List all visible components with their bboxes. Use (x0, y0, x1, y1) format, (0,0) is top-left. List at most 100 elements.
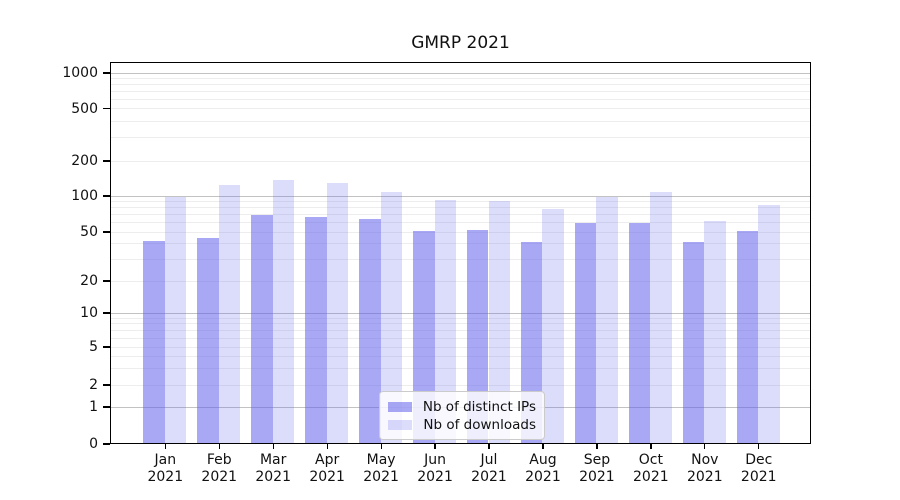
gridline-minor-2 (111, 384, 810, 386)
y-tick-label-50: 50 (80, 224, 98, 240)
x-tick-label-jun: Jun 2021 (417, 452, 453, 485)
y-tick-label-200: 200 (71, 153, 98, 169)
gridline-minor-60 (111, 222, 810, 224)
gridline-minor-30 (111, 258, 810, 260)
gridline-minor-900 (111, 77, 810, 79)
y-tick-label-100: 100 (71, 188, 98, 204)
bar-downloads-aug (542, 208, 565, 443)
gridline-minor-800 (111, 83, 810, 85)
x-tick-8 (542, 444, 544, 449)
y-tick-1 (103, 406, 110, 408)
x-tick-7 (488, 444, 490, 449)
bar-downloads-jan (164, 196, 187, 443)
gridline-minor-500 (111, 108, 810, 109)
x-tick-label-may: May 2021 (363, 452, 399, 485)
y-tick-200 (103, 160, 110, 162)
gridline-major-100 (111, 195, 810, 197)
chart-title: GMRP 2021 (411, 33, 510, 53)
gridline-minor-3 (111, 367, 810, 369)
y-tick-20 (103, 280, 110, 282)
plot-area: Nb of distinct IPs Nb of downloads (110, 62, 811, 444)
gridline-minor-400 (111, 120, 810, 122)
bar-downloads-oct (650, 191, 672, 443)
gridline-minor-70 (111, 214, 810, 216)
legend-swatch-downloads (388, 419, 412, 430)
bar-downloads-nov (704, 220, 726, 443)
bar-downloads-jun (434, 200, 457, 443)
gridline-minor-5 (111, 346, 810, 348)
y-tick-label-5: 5 (89, 339, 98, 355)
legend-swatch-distinct-ips (388, 401, 412, 412)
gridline-minor-200 (111, 160, 810, 162)
x-tick-2 (218, 444, 220, 449)
x-tick-label-sep: Sep 2021 (579, 452, 615, 485)
legend-label-distinct-ips: Nb of distinct IPs (422, 398, 536, 415)
x-tick-9 (596, 444, 598, 449)
bar-ips-may (359, 218, 381, 443)
y-tick-0 (103, 443, 110, 445)
bar-downloads-apr (326, 182, 349, 443)
bar-ips-feb (197, 238, 219, 443)
gridline-minor-90 (111, 200, 810, 202)
y-tick-100 (103, 195, 110, 197)
bar-ips-mar (251, 215, 273, 443)
x-tick-11 (704, 444, 706, 449)
gridline-minor-8 (111, 323, 810, 325)
x-tick-label-dec: Dec 2021 (740, 452, 777, 485)
y-tick-5 (103, 346, 110, 348)
x-tick-12 (758, 444, 760, 449)
y-tick-50 (103, 231, 110, 233)
legend-item-distinct-ips: Nb of distinct IPs (388, 398, 536, 415)
x-tick-label-apr: Apr 2021 (309, 452, 345, 485)
y-tick-label-10: 10 (80, 305, 98, 321)
gridline-minor-6 (111, 337, 810, 339)
x-tick-label-mar: Mar 2021 (255, 452, 291, 485)
gridline-minor-7 (111, 329, 810, 331)
bar-ips-dec (736, 231, 759, 443)
x-tick-10 (650, 444, 652, 449)
bar-downloads-dec (758, 204, 780, 443)
bar-ips-jun (412, 231, 435, 443)
x-tick-6 (434, 444, 436, 449)
bar-ips-nov (682, 241, 705, 443)
gridline-major-1000 (111, 72, 810, 74)
bar-ips-oct (628, 223, 651, 443)
bar-downloads-sep (596, 197, 618, 443)
bar-ips-jul (466, 230, 489, 443)
x-tick-label-feb: Feb 2021 (201, 452, 238, 485)
bar-downloads-feb (218, 185, 241, 443)
gridline-minor-4 (111, 355, 810, 357)
x-tick-label-nov: Nov 2021 (686, 452, 723, 485)
legend-label-downloads: Nb of downloads (423, 416, 536, 433)
x-tick-3 (272, 444, 274, 449)
y-tick-label-2: 2 (89, 377, 98, 393)
x-tick-label-jan: Jan 2021 (147, 452, 184, 485)
y-tick-500 (103, 107, 110, 110)
gridline-minor-300 (111, 137, 810, 139)
y-tick-label-20: 20 (80, 273, 98, 289)
x-tick-label-oct: Oct 2021 (633, 452, 669, 485)
y-tick-label-1000: 1000 (62, 65, 98, 81)
x-tick-4 (326, 444, 328, 449)
legend: Nb of distinct IPs Nb of downloads (379, 391, 545, 440)
x-tick-label-jul: Jul 2021 (471, 452, 507, 485)
x-tick-5 (380, 444, 382, 449)
bar-ips-jan (143, 240, 165, 443)
x-tick-label-aug: Aug 2021 (525, 452, 561, 485)
gridline-minor-40 (111, 243, 810, 245)
y-tick-1000 (103, 72, 110, 74)
y-tick-label-0: 0 (89, 436, 98, 452)
y-tick-2 (103, 384, 110, 386)
bar-downloads-may (380, 191, 403, 443)
y-tick-10 (103, 312, 110, 314)
legend-item-downloads: Nb of downloads (388, 416, 536, 433)
y-tick-label-500: 500 (71, 100, 98, 117)
gridline-minor-20 (111, 280, 810, 282)
x-tick-1 (164, 444, 166, 449)
bar-ips-sep (574, 223, 597, 443)
bar-ips-apr (305, 216, 327, 443)
gridline-minor-700 (111, 90, 810, 92)
gridline-minor-80 (111, 207, 810, 209)
bar-downloads-mar (272, 179, 295, 443)
